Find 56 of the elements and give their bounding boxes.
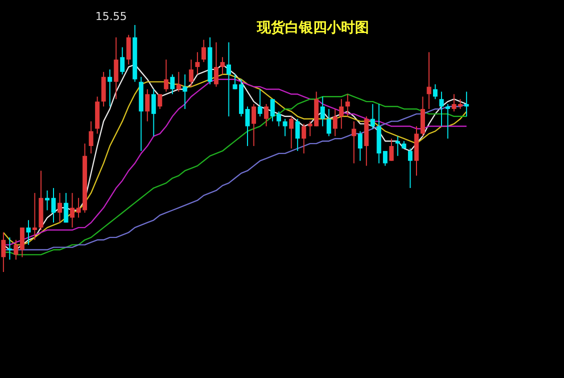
candlestick xyxy=(182,74,188,110)
candlestick xyxy=(201,39,206,63)
candlestick xyxy=(464,91,469,117)
candlestick xyxy=(88,120,94,154)
candlestick xyxy=(389,138,394,162)
candlestick xyxy=(433,84,438,100)
candlestick xyxy=(195,52,200,75)
candlestick xyxy=(226,42,231,117)
candlestick xyxy=(326,108,332,137)
candlestick xyxy=(289,116,294,149)
candlestick xyxy=(70,192,75,228)
candlestick xyxy=(158,94,162,110)
candlestick xyxy=(14,239,18,260)
candlestick xyxy=(45,190,50,211)
candlestick xyxy=(1,232,6,272)
candlestick xyxy=(51,188,56,224)
candlestick xyxy=(345,94,350,117)
candlestick xyxy=(352,120,356,164)
candlestick xyxy=(126,34,131,66)
candlestick xyxy=(20,227,24,258)
candlestick xyxy=(64,192,68,224)
candlestick xyxy=(426,52,432,110)
candlestick xyxy=(258,88,262,117)
candlestick xyxy=(145,88,150,122)
candlestick xyxy=(120,46,125,75)
candlestick xyxy=(370,104,375,130)
candlestick xyxy=(164,59,168,92)
candlestick xyxy=(439,91,444,127)
candlestick xyxy=(26,220,31,246)
candlestick xyxy=(332,108,338,137)
candlestick xyxy=(220,56,225,75)
candlestick xyxy=(108,68,112,108)
candlestick xyxy=(7,236,12,260)
candlestick xyxy=(264,104,269,127)
text: 15.55 xyxy=(95,10,127,23)
candlestick xyxy=(295,118,300,152)
candlestick xyxy=(408,148,412,189)
candlestick xyxy=(282,118,288,137)
chart-title: 现货白银四小时图 xyxy=(256,20,369,36)
candlestick xyxy=(58,192,62,224)
candlestick xyxy=(302,123,306,154)
candlestick xyxy=(188,59,194,88)
candlestick xyxy=(214,42,218,88)
candlestick xyxy=(170,74,175,95)
candlestick xyxy=(320,96,325,127)
candlestick xyxy=(245,106,250,147)
candlestick xyxy=(151,88,156,137)
candlestick xyxy=(32,192,37,240)
candlestick xyxy=(176,71,181,92)
candlestick xyxy=(358,130,362,162)
candlestick xyxy=(252,104,256,147)
candlestick xyxy=(114,36,118,100)
candlestick xyxy=(446,104,450,140)
candlestick xyxy=(339,98,344,130)
candlestick xyxy=(382,150,388,166)
candlestick xyxy=(395,136,400,156)
